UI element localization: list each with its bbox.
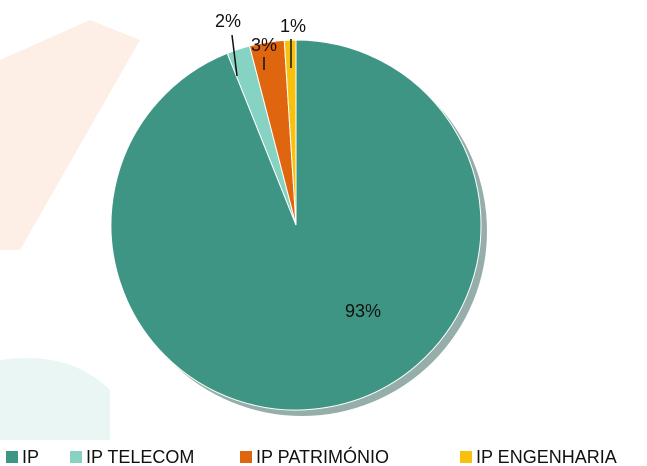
pie-slice <box>283 39 297 226</box>
data-label: 2% <box>215 11 241 31</box>
legend-swatch <box>240 451 252 463</box>
legend-label: IP PATRIMÓNIO <box>256 446 389 466</box>
legend-label: IP ENGENHARIA <box>476 447 617 466</box>
background-decoration <box>0 20 140 440</box>
data-label: 3% <box>251 35 277 55</box>
legend-label: IP TELECOM <box>86 447 194 466</box>
watermark-shape <box>0 358 110 440</box>
data-label: 93% <box>345 301 381 321</box>
legend-swatch <box>70 451 82 463</box>
leader-line <box>231 34 238 77</box>
legend-swatch <box>6 451 18 463</box>
data-label: 1% <box>280 16 306 36</box>
legend-label: IP <box>22 447 39 466</box>
watermark-shape <box>0 20 140 250</box>
legend-swatch <box>460 451 472 463</box>
